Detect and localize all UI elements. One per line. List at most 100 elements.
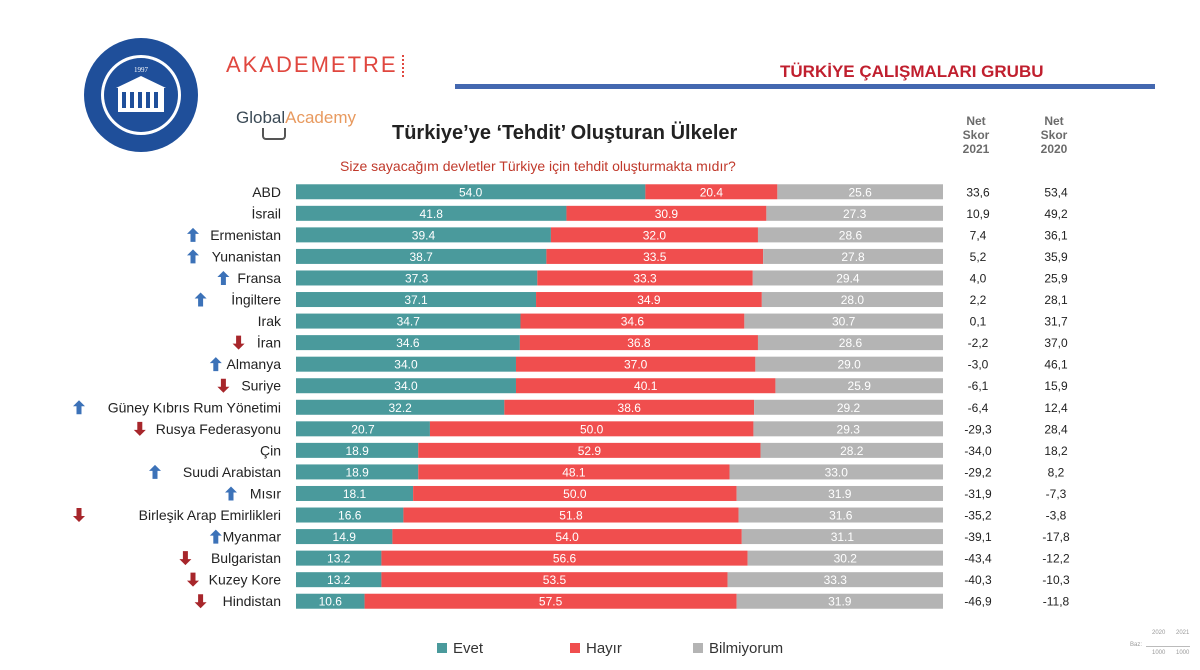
data-label-bilmiyorum: 31.1	[831, 530, 855, 544]
bar-evet	[296, 529, 393, 545]
trend-up-arrow-icon	[225, 486, 237, 501]
net-skor-2020-value: 53,4	[1044, 185, 1068, 199]
bar-bilmiyorum	[755, 356, 943, 372]
bar-evet	[296, 421, 430, 437]
net-skor-2020-value: -10,3	[1042, 573, 1070, 587]
trend-up-arrow-icon	[187, 227, 199, 242]
data-label-bilmiyorum: 28.2	[840, 444, 864, 458]
category-label: İsrail	[251, 204, 281, 221]
data-label-hayir: 34.6	[621, 315, 645, 329]
legend-swatch-hayir	[570, 643, 580, 653]
data-label-hayir: 52.9	[578, 444, 602, 458]
category-label: Mısır	[250, 485, 281, 501]
data-label-evet: 20.7	[351, 422, 375, 436]
data-label-hayir: 48.1	[562, 465, 586, 479]
bar-evet	[296, 464, 419, 480]
category-label: Kuzey Kore	[209, 572, 282, 588]
net-skor-2021-value: -35,2	[964, 509, 992, 523]
bar-evet	[296, 335, 520, 351]
bar-bilmiyorum	[757, 227, 943, 243]
data-label-evet: 38.7	[410, 250, 434, 264]
net-skor-2021-value: -6,4	[968, 401, 989, 415]
bar-bilmiyorum	[729, 464, 943, 480]
bar-evet	[296, 507, 404, 523]
bar-evet	[296, 270, 538, 286]
data-label-hayir: 20.4	[700, 185, 724, 199]
bar-bilmiyorum	[736, 485, 943, 501]
net-skor-2020-value: 18,2	[1044, 444, 1068, 458]
data-label-evet: 37.1	[404, 293, 428, 307]
bar-bilmiyorum	[754, 399, 943, 415]
chart-subtitle: Size sayacağım devletler Türkiye için te…	[340, 158, 736, 174]
data-label-hayir: 40.1	[634, 379, 658, 393]
bar-hayir	[515, 356, 756, 372]
data-label-bilmiyorum: 30.7	[832, 315, 856, 329]
net-skor-2021-value: 4,0	[970, 271, 987, 285]
bar-hayir	[381, 550, 748, 566]
bar-bilmiyorum	[727, 572, 943, 588]
footnote-base-2021: 1000	[1176, 650, 1190, 656]
bar-bilmiyorum	[757, 335, 943, 351]
data-label-evet: 41.8	[420, 207, 444, 221]
legend-hayir: Hayır	[570, 640, 622, 657]
chart-title: Türkiye’ye ‘Tehdit’ Oluşturan Ülkeler	[392, 122, 738, 144]
data-label-evet: 32.2	[388, 401, 412, 415]
data-label-hayir: 50.0	[563, 487, 587, 501]
bar-bilmiyorum	[752, 270, 943, 286]
bar-evet	[296, 356, 516, 372]
bar-evet	[296, 313, 521, 329]
net-skor-2020-value: 49,2	[1044, 207, 1068, 221]
bar-evet	[296, 378, 516, 394]
akademetre-logo: AKADEMETRE	[226, 52, 410, 78]
data-label-evet: 34.7	[397, 315, 421, 329]
data-label-bilmiyorum: 25.6	[849, 185, 873, 199]
bar-hayir	[566, 205, 767, 221]
trend-up-arrow-icon	[194, 292, 207, 307]
data-label-hayir: 34.9	[637, 293, 661, 307]
bar-hayir	[504, 399, 755, 415]
bar-hayir	[550, 227, 758, 243]
header-divider	[455, 84, 1155, 89]
net-skor-2021-value: -40,3	[964, 573, 992, 587]
bar-hayir	[381, 572, 728, 588]
category-label: Çin	[260, 442, 281, 458]
data-label-bilmiyorum: 25.9	[848, 379, 872, 393]
trend-down-arrow-icon	[133, 421, 146, 436]
category-label: Güney Kıbrıs Rum Yönetimi	[108, 399, 281, 415]
global-academy-logo: GlobalAcademy	[236, 108, 356, 140]
bar-bilmiyorum	[766, 205, 943, 221]
trend-down-arrow-icon	[179, 551, 192, 566]
data-label-hayir: 51.8	[559, 509, 583, 523]
category-label: Suudi Arabistan	[183, 464, 281, 480]
net-skor-2020-value: -7,3	[1046, 487, 1067, 501]
trend-up-arrow-icon	[187, 249, 199, 264]
bar-evet	[296, 442, 419, 458]
data-label-evet: 18.1	[343, 487, 367, 501]
legend-swatch-evet	[437, 643, 447, 653]
data-label-bilmiyorum: 31.9	[828, 595, 852, 609]
net-skor-2020-value: 35,9	[1044, 250, 1068, 264]
base-footnote: 2020 2021 Baz: 1000 1000	[1130, 630, 1196, 664]
trend-up-arrow-icon	[149, 464, 161, 479]
bar-bilmiyorum	[738, 507, 943, 523]
bar-hayir	[536, 292, 762, 308]
net-skor-2021-value: -29,2	[964, 465, 992, 479]
net-skor-2020-value: 12,4	[1044, 401, 1068, 415]
data-label-bilmiyorum: 29.0	[838, 358, 862, 372]
category-label: Rusya Federasyonu	[156, 421, 281, 437]
category-label: ABD	[252, 184, 281, 200]
bar-bilmiyorum	[736, 593, 943, 609]
legend-label-evet: Evet	[453, 640, 484, 657]
trend-down-arrow-icon	[217, 378, 230, 393]
data-label-hayir: 33.5	[643, 250, 667, 264]
bar-hayir	[418, 442, 761, 458]
bar-evet	[296, 248, 547, 264]
bar-bilmiyorum	[744, 313, 943, 329]
bar-hayir	[413, 485, 737, 501]
data-label-bilmiyorum: 31.9	[828, 487, 852, 501]
data-label-evet: 34.0	[394, 358, 418, 372]
trend-down-arrow-icon	[194, 594, 207, 609]
data-label-bilmiyorum: 27.3	[843, 207, 867, 221]
data-label-hayir: 30.9	[655, 207, 679, 221]
net-skor-2020-value: 37,0	[1044, 336, 1068, 350]
